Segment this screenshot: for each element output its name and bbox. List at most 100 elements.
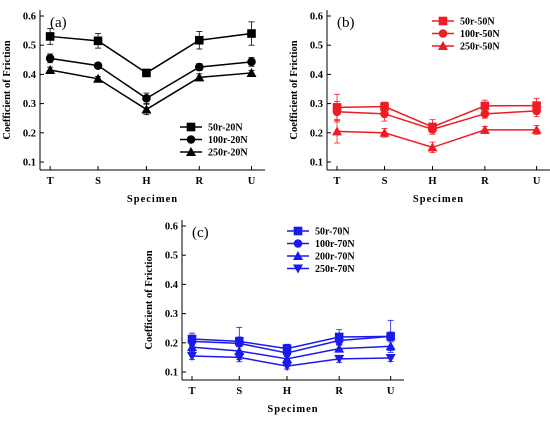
data-point [532, 106, 541, 116]
data-point [386, 332, 395, 341]
data-point [195, 62, 204, 72]
chart-panel: 0.1 0.2 0.3 0.4 0.5 0.6 T S H R U Specimen Coefficie… [144, 220, 404, 415]
data-point [334, 343, 345, 353]
data-point [479, 124, 490, 134]
legend-label: 50r-50N [460, 17, 495, 28]
data-point [480, 101, 490, 111]
data-series [332, 119, 542, 154]
data-point [187, 337, 197, 346]
y-tick-label: 0.1 [310, 158, 323, 169]
legend-label: 250r-70N [315, 264, 355, 275]
data-point [142, 94, 151, 103]
x-tick-label: H [142, 176, 150, 187]
x-tick-label: T [188, 386, 195, 397]
y-axis-label: Coefficient of Friction [2, 40, 13, 139]
y-tick-label: 0.3 [23, 99, 36, 110]
data-point [93, 73, 104, 83]
data-point [45, 32, 55, 41]
y-tick-label: 0.5 [23, 41, 36, 52]
x-tick-label: S [382, 176, 388, 187]
x-tick-label: R [335, 386, 343, 397]
x-tick-label: U [533, 176, 541, 187]
x-tick-label: U [248, 176, 256, 187]
y-tick-label: 0.3 [310, 99, 323, 110]
x-tick-label: R [196, 176, 204, 187]
panel-label: (c) [192, 225, 209, 241]
data-point [282, 362, 293, 372]
x-tick-label: S [236, 386, 242, 397]
y-tick-label: 0.6 [310, 12, 323, 23]
y-tick-label: 0.5 [165, 251, 178, 262]
data-point [93, 61, 103, 70]
data-point [332, 107, 342, 117]
legend-marker [293, 239, 303, 248]
chart-panel: 0.1 0.2 0.3 0.4 0.5 0.6 T S H R U Specimen Coefficie… [289, 10, 550, 205]
legend-label: 250r-20N [208, 148, 248, 159]
data-series [45, 53, 256, 104]
data-point [45, 54, 55, 63]
x-tick-label: S [95, 176, 101, 187]
x-tick-label: T [334, 176, 341, 187]
data-point [385, 353, 396, 363]
y-tick-label: 0.4 [23, 70, 37, 81]
x-tick-label: H [428, 176, 436, 187]
y-tick-label: 0.3 [165, 309, 178, 320]
chart-panel: 0.1 0.2 0.3 0.4 0.5 0.6 T S H R U Specimen Coefficie… [2, 10, 265, 205]
data-point [282, 344, 292, 353]
data-point [428, 124, 437, 134]
y-axis-label: Coefficient of Friction [144, 250, 155, 349]
x-tick-label: H [283, 386, 291, 397]
panel-label: (a) [50, 15, 67, 31]
data-point [379, 127, 390, 137]
x-axis-label: Specimen [127, 194, 178, 205]
data-point [93, 36, 103, 46]
x-axis-label: Specimen [413, 194, 464, 205]
data-point [247, 29, 256, 38]
data-point [142, 68, 151, 78]
legend-marker [186, 135, 196, 144]
data-point [141, 104, 152, 114]
y-tick-label: 0.1 [23, 158, 36, 169]
data-point [234, 353, 245, 363]
data-point [194, 72, 205, 82]
data-point [282, 353, 293, 363]
y-tick-label: 0.2 [23, 128, 36, 139]
legend-label: 100r-70N [315, 239, 355, 250]
x-tick-label: R [481, 176, 489, 187]
y-tick-label: 0.1 [165, 368, 178, 379]
legend-marker [293, 226, 303, 236]
data-point [531, 124, 542, 134]
y-axis-label: Coefficient of Friction [289, 40, 300, 139]
x-tick-label: T [47, 176, 54, 187]
y-tick-label: 0.2 [310, 128, 323, 139]
legend-marker [438, 41, 448, 50]
data-series [45, 21, 256, 78]
data-series [187, 326, 395, 360]
legend-label: 250r-50N [460, 42, 500, 53]
legend-marker [186, 122, 196, 132]
legend-label: 100r-20N [208, 135, 248, 146]
data-point [332, 126, 343, 136]
legend-marker [438, 29, 448, 38]
data-point [480, 109, 490, 119]
legend-label: 50r-20N [208, 123, 243, 134]
y-tick-label: 0.6 [23, 12, 36, 23]
y-tick-label: 0.4 [165, 280, 179, 291]
data-series [186, 351, 396, 372]
panel-label: (b) [337, 15, 355, 31]
data-point [380, 109, 389, 119]
x-axis-label: Specimen [267, 404, 318, 415]
legend-marker [293, 251, 303, 260]
legend-label: 200r-70N [315, 252, 355, 263]
data-point [45, 65, 56, 75]
legend-marker [186, 147, 196, 156]
data-point [385, 341, 396, 351]
data-point [427, 142, 438, 152]
data-point [334, 336, 344, 345]
data-point [334, 354, 345, 364]
legend-marker [438, 16, 448, 26]
